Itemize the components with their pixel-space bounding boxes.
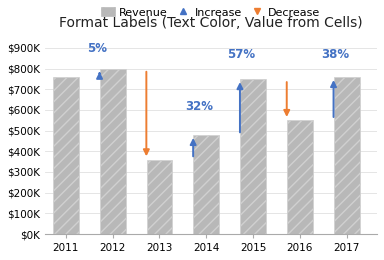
Legend: Revenue, Increase, Decrease: Revenue, Increase, Decrease bbox=[101, 7, 321, 18]
Bar bbox=[100, 69, 126, 234]
Bar bbox=[334, 77, 359, 234]
Bar bbox=[53, 77, 79, 234]
Bar bbox=[194, 135, 219, 234]
Bar bbox=[240, 79, 266, 234]
Text: 57%: 57% bbox=[227, 48, 255, 61]
Text: 5%: 5% bbox=[87, 42, 107, 55]
Text: 32%: 32% bbox=[185, 100, 213, 113]
Bar bbox=[287, 120, 313, 234]
Text: 38%: 38% bbox=[321, 48, 349, 61]
Title: Format Labels (Text Color, Value from Cells): Format Labels (Text Color, Value from Ce… bbox=[59, 16, 363, 30]
Bar bbox=[147, 160, 172, 234]
